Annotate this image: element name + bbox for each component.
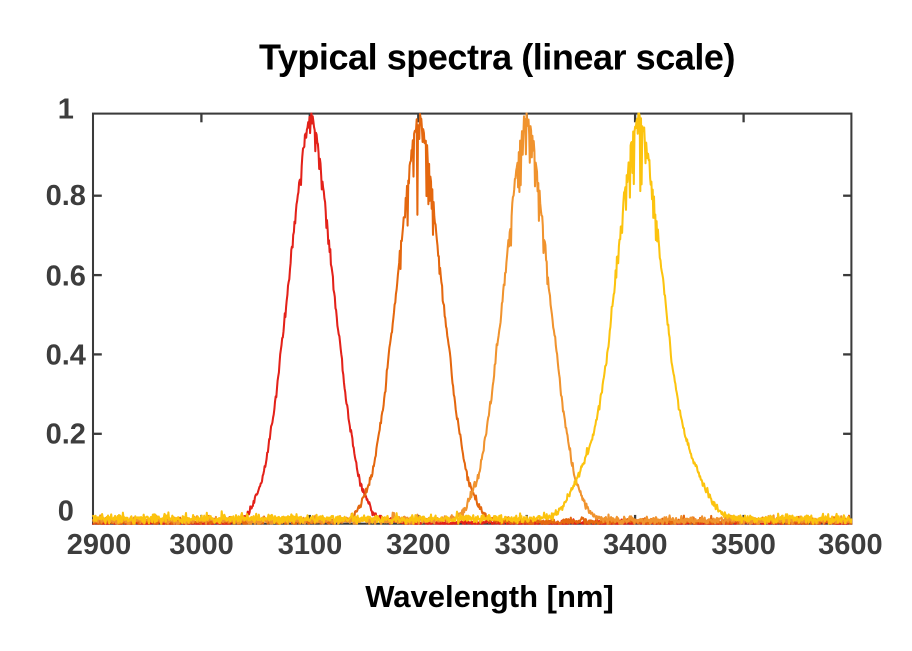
svg-text:0.2: 0.2 (46, 419, 86, 451)
svg-text:0: 0 (58, 496, 74, 528)
svg-text:3100: 3100 (278, 529, 343, 561)
svg-text:2900: 2900 (67, 529, 132, 561)
svg-text:3000: 3000 (169, 529, 234, 561)
svg-text:Typical spectra (linear scale): Typical spectra (linear scale) (259, 36, 735, 77)
svg-text:3200: 3200 (386, 529, 451, 561)
svg-text:3300: 3300 (495, 529, 560, 561)
svg-text:1: 1 (58, 93, 74, 125)
svg-text:0.4: 0.4 (46, 340, 86, 372)
svg-text:Wavelength [nm]: Wavelength [nm] (365, 579, 614, 614)
svg-text:3500: 3500 (711, 529, 776, 561)
svg-text:0.6: 0.6 (46, 260, 86, 292)
svg-text:0.8: 0.8 (46, 180, 86, 212)
svg-text:3400: 3400 (603, 529, 668, 561)
svg-text:3600: 3600 (818, 529, 883, 561)
